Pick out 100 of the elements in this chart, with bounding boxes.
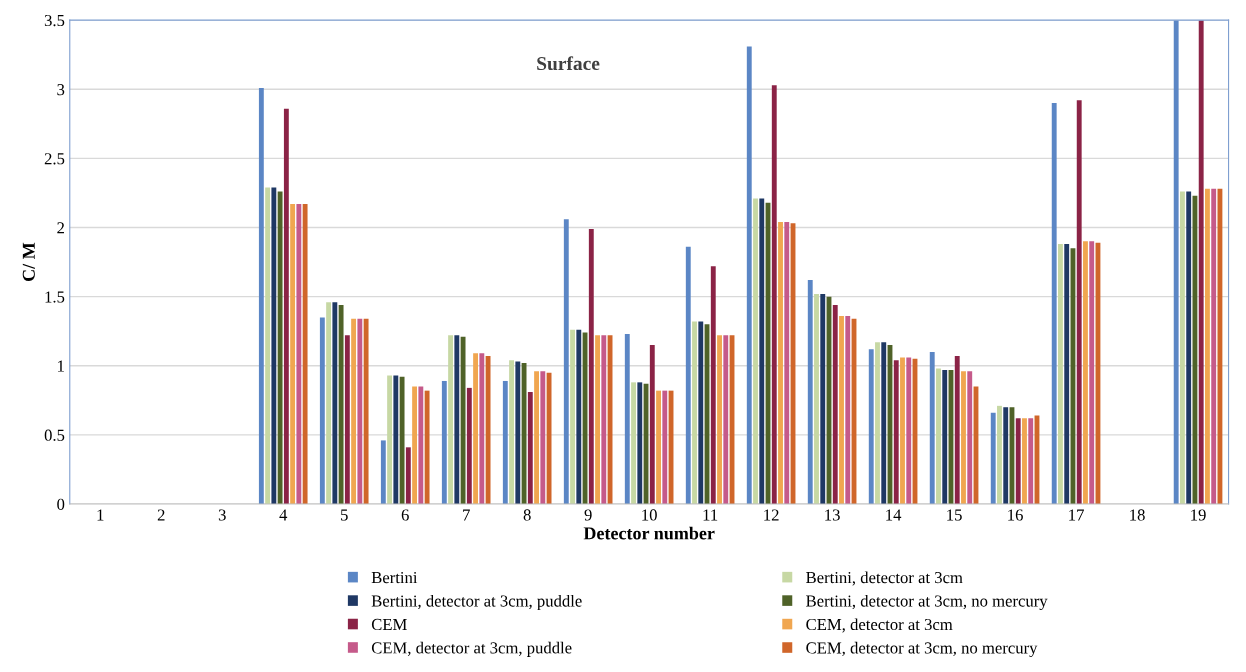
- text: Surface: [537, 56, 600, 71]
- bar: [759, 198, 765, 504]
- bar: [685, 246, 691, 504]
- bar: [527, 392, 533, 504]
- bar: [1003, 407, 1009, 504]
- x-tick-label: 16: [1008, 509, 1023, 521]
- bar: [485, 356, 491, 504]
- bar: [1051, 103, 1057, 504]
- bar: [357, 318, 363, 504]
- bar: [473, 353, 479, 504]
- y-tick-label: 2.5: [44, 153, 65, 165]
- x-tick-label: 3: [218, 509, 226, 521]
- bar: [631, 382, 636, 504]
- bar: [1058, 244, 1063, 504]
- bar: [380, 440, 386, 504]
- x-tick-label: 11: [703, 509, 718, 521]
- bar: [807, 280, 813, 504]
- bar: [637, 382, 643, 504]
- y-tick-label: 1: [58, 360, 64, 372]
- bar: [1076, 100, 1082, 504]
- x-tick-label: 15: [947, 509, 962, 521]
- bar: [595, 335, 600, 504]
- bar: [424, 390, 430, 504]
- bar: [290, 204, 296, 504]
- bar: [351, 318, 357, 504]
- bar: [1198, 20, 1204, 504]
- bar: [656, 390, 661, 504]
- bar: [466, 387, 472, 504]
- bar: [1205, 188, 1210, 504]
- bar: [540, 371, 546, 504]
- bar: [454, 335, 460, 504]
- bar: [1211, 188, 1217, 504]
- bar: [1064, 244, 1070, 504]
- bar: [900, 357, 905, 504]
- bar: [338, 304, 344, 504]
- bar: [832, 304, 838, 504]
- bar: [649, 345, 655, 504]
- bar: [1186, 191, 1192, 504]
- bar: [717, 335, 722, 504]
- bar: [387, 375, 393, 504]
- bar: [778, 221, 783, 504]
- bar: [698, 321, 704, 504]
- bar: [332, 302, 338, 504]
- bar: [1028, 418, 1034, 504]
- x-tick-label: 18: [1130, 509, 1145, 521]
- legend-label: Bertini: [371, 571, 418, 584]
- bar: [441, 380, 447, 504]
- bar: [961, 371, 966, 504]
- bar: [1022, 418, 1027, 504]
- bar: [929, 351, 935, 504]
- legend-label: Bertini, detector at 3cm, puddle: [371, 594, 582, 611]
- bar: [906, 357, 912, 504]
- x-tick-label: 19: [1191, 509, 1206, 521]
- x-tick-label: 6: [401, 509, 409, 521]
- bar: [283, 108, 289, 504]
- y-tick-label: 0.5: [44, 429, 65, 441]
- x-tick-label: 9: [584, 509, 592, 521]
- bar: [771, 85, 777, 504]
- legend-label: Bertini, detector at 3cm: [806, 571, 963, 586]
- bar: [344, 335, 350, 504]
- bar: [601, 335, 607, 504]
- bar: [868, 349, 874, 504]
- bar: [1083, 241, 1088, 504]
- y-tick-label: 3.5: [44, 14, 65, 27]
- bar: [692, 321, 697, 504]
- x-tick-label: 17: [1069, 509, 1084, 521]
- bar: [588, 228, 594, 504]
- bar: [967, 371, 973, 504]
- legend-label: CEM: [371, 618, 407, 631]
- bar: [942, 369, 948, 504]
- legend-label: CEM, detector at 3cm, puddle: [371, 641, 572, 657]
- y-tick-label: 2: [57, 222, 64, 234]
- bar: [258, 87, 264, 504]
- bar: [412, 386, 418, 504]
- bar: [302, 204, 308, 504]
- legend-label: CEM, detector at 3cm: [806, 618, 953, 633]
- x-tick-label: 12: [764, 509, 779, 521]
- bar: [1192, 195, 1198, 504]
- bar: [515, 361, 521, 504]
- bar: [265, 187, 271, 504]
- bar: [405, 447, 411, 504]
- bar: [814, 293, 819, 504]
- bar: [418, 386, 424, 504]
- bar: [784, 221, 790, 504]
- bar: [534, 371, 539, 504]
- x-tick-label: 4: [279, 509, 288, 521]
- bar: [753, 198, 758, 504]
- bar: [1089, 241, 1095, 504]
- x-tick-label: 2: [157, 509, 165, 521]
- bar: [1180, 191, 1185, 504]
- bar: [479, 353, 485, 504]
- x-tick-label: 10: [642, 509, 657, 521]
- bar: [875, 342, 880, 504]
- bar: [723, 335, 729, 504]
- bar: [502, 380, 508, 504]
- bar: [546, 372, 552, 504]
- bar: [319, 317, 325, 504]
- bar: [954, 356, 960, 504]
- bar: [570, 329, 575, 504]
- x-tick-label: 14: [886, 509, 902, 521]
